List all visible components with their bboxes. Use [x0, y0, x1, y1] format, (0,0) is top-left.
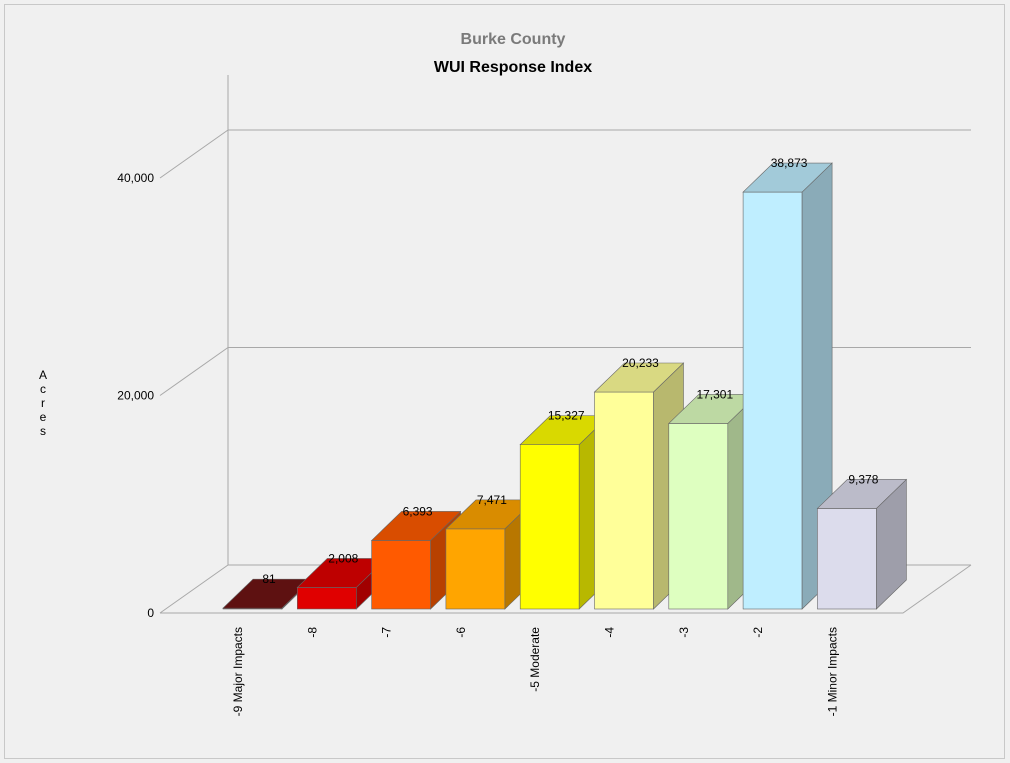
- bar: [371, 540, 431, 610]
- data-label: 38,873: [771, 156, 808, 170]
- chart-title: WUI Response Index: [434, 59, 592, 76]
- x-tick-label: -5 Moderate: [528, 627, 542, 692]
- gridline-diagonal: [159, 129, 229, 179]
- x-tick-label: -8: [305, 627, 319, 638]
- floor-outline: [160, 564, 972, 614]
- data-label: 15,327: [548, 409, 585, 423]
- x-tick-label: -4: [603, 627, 617, 638]
- data-label: 7,471: [477, 493, 507, 507]
- data-label: 17,301: [696, 387, 733, 401]
- data-label: 20,233: [622, 356, 659, 370]
- bar: [445, 528, 506, 610]
- data-label: 9,378: [848, 472, 878, 486]
- x-tick-label: -3: [677, 627, 691, 638]
- y-tick-label: 0: [147, 606, 154, 620]
- labels: 0 20,000 40,000 81 -9 Major Impacts 2,008 -8 6,…: [117, 156, 878, 716]
- bar: [594, 391, 654, 610]
- bar-top: [370, 511, 462, 541]
- x-tick-label: -6: [454, 627, 468, 638]
- chart-subtitle: Burke County: [461, 31, 566, 48]
- bar: [296, 587, 357, 610]
- data-label: 81: [262, 572, 276, 586]
- bar: [817, 508, 877, 610]
- gridline-diagonal: [159, 347, 229, 396]
- bars: [222, 162, 908, 610]
- bar-top: [742, 162, 833, 193]
- y-tick-label: 20,000: [117, 389, 154, 403]
- data-label: 2,008: [328, 551, 358, 565]
- bar: [668, 423, 729, 610]
- data-label: 6,393: [403, 504, 433, 518]
- bar-top: [593, 362, 685, 393]
- gridline-diagonal: [159, 564, 229, 614]
- bar: [519, 444, 580, 610]
- x-tick-label: -1 Minor Impacts: [825, 627, 839, 716]
- x-tick-label: -9 Major Impacts: [231, 627, 245, 716]
- x-tick-label: -7: [380, 627, 394, 638]
- y-tick-label: 40,000: [117, 171, 154, 185]
- bar-top: [816, 479, 908, 509]
- bar: [742, 191, 803, 610]
- x-tick-label: -2: [751, 627, 765, 638]
